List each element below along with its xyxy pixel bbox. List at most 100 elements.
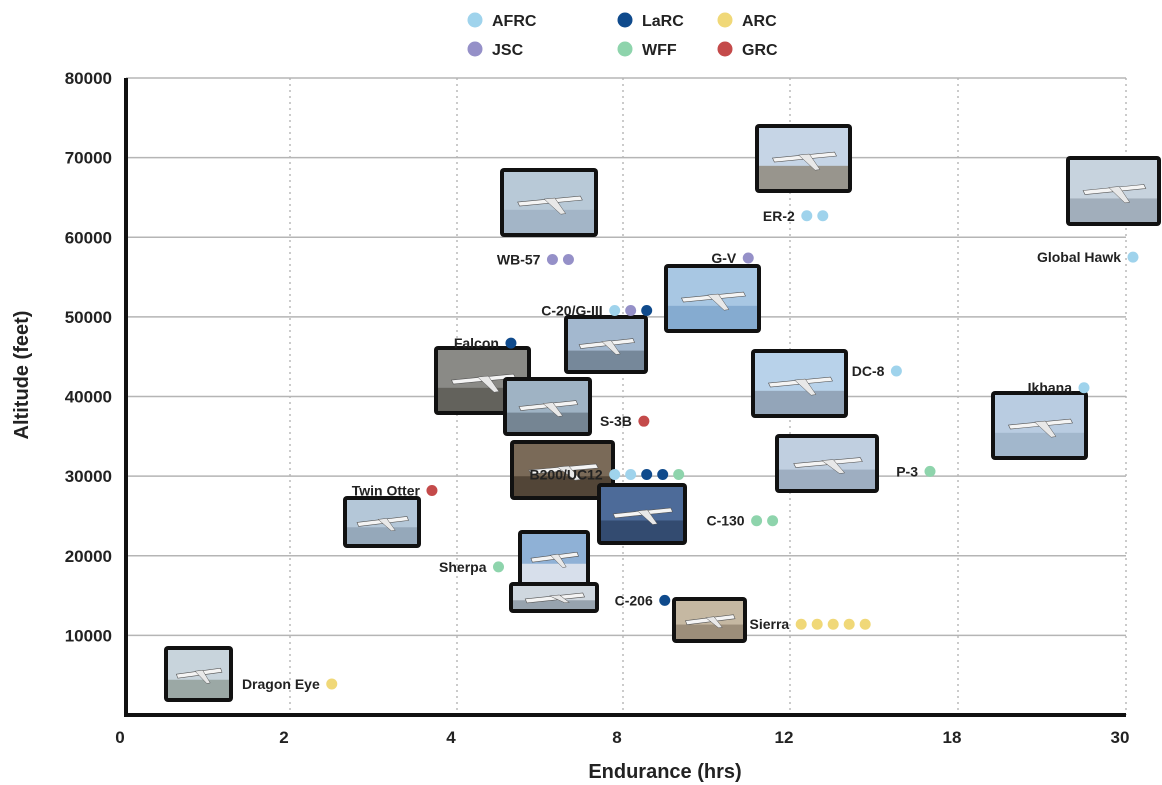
point-dc-8 xyxy=(890,365,902,377)
label-b200-uc12: B200/UC12 xyxy=(530,467,603,483)
point-wb-57 xyxy=(546,254,558,266)
c-130-photo xyxy=(597,483,687,545)
point-twin-otter xyxy=(426,484,438,496)
point-g-v xyxy=(742,252,754,264)
label-g-v: G-V xyxy=(711,250,737,266)
legend-swatch-wff xyxy=(617,41,633,57)
label-sierra: Sierra xyxy=(749,616,789,632)
label-wb-57: WB-57 xyxy=(497,252,541,268)
point-c-20-g-iii xyxy=(625,305,637,317)
label-dc-8: DC-8 xyxy=(852,363,885,379)
label-c-206: C-206 xyxy=(615,592,653,608)
legend-label-larc: LaRC xyxy=(642,13,684,30)
legend-swatch-jsc xyxy=(467,41,483,57)
legend-swatch-afrc xyxy=(467,12,483,28)
s-3b-photo xyxy=(503,377,592,436)
legend-swatch-grc xyxy=(717,41,733,57)
y-tick-label: 40000 xyxy=(65,388,112,407)
legend-label-wff: WFF xyxy=(642,42,677,59)
legend-label-afrc: AFRC xyxy=(492,13,537,30)
point-falcon xyxy=(505,337,517,349)
y-tick-label: 50000 xyxy=(65,308,112,327)
p-3-photo xyxy=(775,434,879,493)
tick-labels: 10000 20000 30000 40000 50000 60000 70000 80000… xyxy=(65,69,1130,747)
axes xyxy=(124,78,1126,717)
er-2-photo xyxy=(755,124,852,193)
y-tick-label: 30000 xyxy=(65,467,112,486)
legend-label-grc: GRC xyxy=(742,42,778,59)
dc-8-photo xyxy=(751,349,848,418)
legend: AFRC LaRC ARC JSC WFF GRC xyxy=(467,12,778,59)
point-c-130 xyxy=(767,515,779,527)
sherpa-photo xyxy=(518,530,590,586)
x-tick-label: 18 xyxy=(943,728,962,747)
y-tick-label: 80000 xyxy=(65,69,112,88)
x-tick-label: 12 xyxy=(775,728,794,747)
label-dragon-eye: Dragon Eye xyxy=(242,676,320,692)
point-b200-uc12 xyxy=(657,469,669,481)
point-c-20-g-iii xyxy=(609,305,621,317)
label-c-130: C-130 xyxy=(706,513,744,529)
x-tick-label: 4 xyxy=(446,728,456,747)
legend-swatch-larc xyxy=(617,12,633,28)
legend-swatch-arc xyxy=(717,12,733,28)
point-b200-uc12 xyxy=(609,469,621,481)
point-s-3b xyxy=(638,415,650,427)
point-sherpa xyxy=(493,561,504,573)
point-sierra xyxy=(859,618,871,630)
point-global-hawk xyxy=(1127,251,1139,263)
aircraft-labels: Global Hawk ER-2 WB-57 G-V C-20/G-III Falcon D… xyxy=(242,208,1121,692)
c-206-photo xyxy=(509,582,599,613)
label-twin-otter: Twin Otter xyxy=(352,482,421,498)
point-sierra xyxy=(811,618,823,630)
point-b200-uc12 xyxy=(641,469,653,481)
x-tick-label: 8 xyxy=(612,728,621,747)
falcon-photo xyxy=(564,315,648,374)
legend-label-arc: ARC xyxy=(742,13,777,30)
label-sherpa: Sherpa xyxy=(439,559,487,575)
label-ikhana: Ikhana xyxy=(1028,380,1073,396)
point-c-130 xyxy=(751,515,763,527)
twin-otter-photo xyxy=(434,346,531,415)
label-s-3b: S-3B xyxy=(600,413,632,429)
label-p-3: P-3 xyxy=(896,463,918,479)
wb-57-photo xyxy=(500,168,598,237)
x-tick-label: 0 xyxy=(115,728,124,747)
y-tick-label: 20000 xyxy=(65,547,112,566)
point-ikhana xyxy=(1078,382,1090,394)
twin-otter2-photo xyxy=(343,496,421,548)
data-points xyxy=(326,210,1139,690)
point-c-20-g-iii xyxy=(641,305,653,317)
point-er-2 xyxy=(801,210,813,222)
dragon-eye-photo xyxy=(164,646,233,702)
point-er-2 xyxy=(817,210,829,222)
x-axis-title: Endurance (hrs) xyxy=(588,761,741,783)
label-c-20-g-iii: C-20/G-III xyxy=(541,303,602,319)
point-dragon-eye xyxy=(326,678,338,690)
point-b200-uc12 xyxy=(625,469,637,481)
y-tick-label: 70000 xyxy=(65,149,112,168)
y-tick-label: 60000 xyxy=(65,228,112,247)
ikhana-photo xyxy=(991,391,1088,460)
y-axis-title: Altitude (feet) xyxy=(11,311,33,440)
y-tick-label: 10000 xyxy=(65,626,112,645)
point-sierra xyxy=(843,618,855,630)
x-tick-label: 2 xyxy=(279,728,288,747)
g-v-photo xyxy=(664,264,761,333)
gridlines xyxy=(126,77,1127,715)
aircraft-photos xyxy=(164,124,1161,702)
point-sierra xyxy=(795,618,807,630)
x-tick-label: 30 xyxy=(1111,728,1130,747)
label-global-hawk: Global Hawk xyxy=(1037,249,1121,265)
sierra-photo xyxy=(672,597,747,643)
b200-photo xyxy=(510,440,615,500)
label-falcon: Falcon xyxy=(454,335,499,351)
label-er-2: ER-2 xyxy=(763,208,795,224)
global-hawk-photo xyxy=(1066,156,1161,226)
point-b200-uc12 xyxy=(673,469,685,481)
legend-label-jsc: JSC xyxy=(492,42,524,59)
point-p-3 xyxy=(924,465,936,477)
point-sierra xyxy=(827,618,839,630)
point-c-206 xyxy=(659,594,671,606)
